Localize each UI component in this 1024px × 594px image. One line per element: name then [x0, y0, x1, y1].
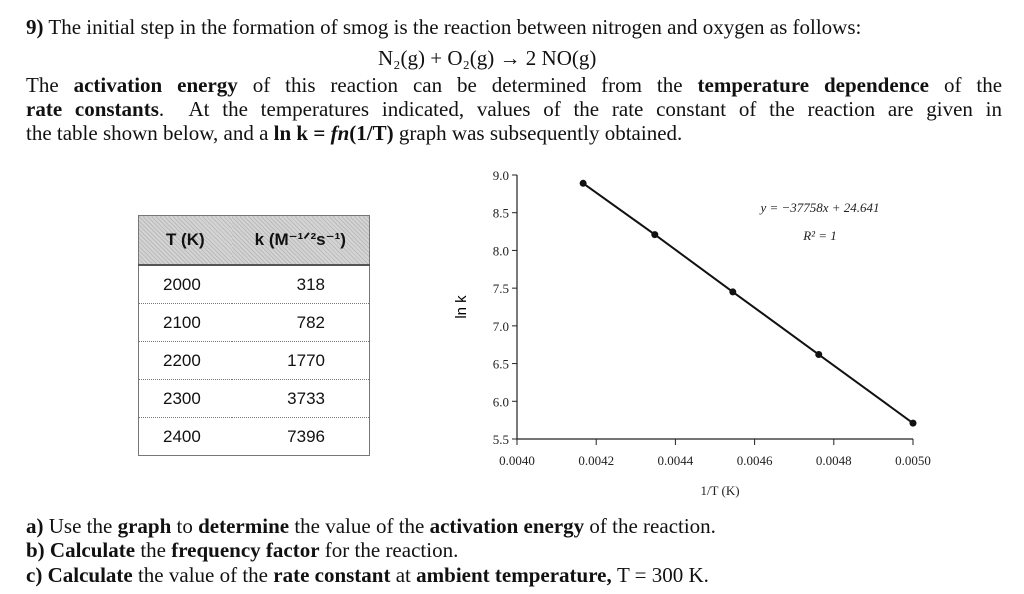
text-segment: c) Calculate: [26, 563, 133, 587]
data-point: [651, 231, 659, 239]
text-segment: fn: [330, 121, 350, 145]
lnk-vs-inverse-t-chart: 0.0040 0.0042 0.0044 0.0046 0.0048 0.0050 5.5 6…: [453, 168, 931, 498]
x-tick-label: 0.0042: [578, 453, 614, 468]
y-tick-label: 7.0: [493, 319, 509, 334]
rate-constant-cell: 782: [231, 303, 370, 342]
text-segment: the: [135, 538, 172, 562]
x-tick-label: 0.0046: [737, 453, 773, 468]
text-segment: for the reaction.: [319, 538, 459, 562]
text-segment: rate constants: [26, 97, 159, 121]
text-segment: 9): [26, 15, 44, 39]
r-squared-label: R² = 1: [802, 228, 837, 243]
text-segment: the table shown below, and a: [26, 121, 274, 145]
text-segment: to: [171, 514, 199, 538]
text-segment: activation energy: [73, 73, 238, 97]
question-a: a) Use the graph to determine the value …: [26, 514, 1002, 538]
y-tick-label: 9.0: [493, 168, 509, 183]
text-segment: determine: [198, 514, 290, 538]
text-segment: graph: [117, 514, 172, 538]
data-point: [909, 419, 917, 427]
text-segment: the value of the: [289, 514, 430, 538]
rate-constant-cell: 7396: [231, 417, 370, 456]
data-point: [815, 351, 823, 359]
trendline-equation: y = −37758x + 24.641: [758, 200, 879, 215]
text-segment: ln k =: [273, 121, 331, 145]
text-segment: T = 300 K.: [616, 563, 709, 587]
data-point: [729, 288, 737, 296]
text-segment: b) Calculate: [26, 538, 136, 562]
temperature-cell: 2100: [138, 303, 232, 342]
text-segment: ambient temperature,: [416, 563, 617, 587]
reaction-equation: N₂(g) + O₂(g) → 2 NO(g): [378, 46, 597, 70]
temperature-cell: 2300: [138, 379, 232, 418]
text-segment: temperature dependence: [697, 73, 930, 97]
x-tick-label: 0.0048: [816, 453, 852, 468]
text-segment: graph was subsequently obtained.: [393, 121, 683, 145]
text-segment: frequency factor: [171, 538, 320, 562]
question-c: c) Calculate the value of the rate const…: [26, 563, 1002, 587]
problem-text-line: rate constants. At the temperatures indi…: [26, 97, 1002, 121]
x-axis-label: 1/T (K): [700, 483, 739, 498]
y-axis-label: ln k: [453, 295, 470, 319]
data-point: [579, 179, 587, 187]
x-tick-label: 0.0044: [658, 453, 694, 468]
temperature-cell: 2000: [138, 264, 232, 304]
y-tick-label: 5.5: [493, 432, 509, 447]
table-row: 2200 1770: [138, 341, 370, 380]
y-tick-label: 7.5: [493, 281, 509, 296]
problem-text-line: the table shown below, and a ln k = fn(1…: [26, 121, 1002, 145]
rate-constant-cell: 318: [231, 264, 370, 304]
rate-constant-cell: 3733: [231, 379, 370, 418]
y-tick-label: 8.5: [493, 206, 509, 221]
y-tick-label: 8.0: [493, 243, 509, 258]
question-b: b) Calculate the frequency factor for th…: [26, 538, 1002, 562]
temperature-cell: 2200: [138, 341, 232, 380]
text-segment: Use the: [43, 514, 118, 538]
text-segment: of the reaction.: [584, 514, 716, 538]
y-tick-label: 6.0: [493, 394, 509, 409]
rate-constant-cell: 1770: [231, 341, 370, 380]
text-segment: The: [26, 73, 74, 97]
text-segment: of this reaction can be determined from …: [237, 73, 698, 97]
text-segment: The initial step in the formation of smo…: [43, 15, 862, 39]
text-segment: activation energy: [429, 514, 585, 538]
problem-text-line: 9) The initial step in the formation of …: [26, 15, 1002, 39]
trendline: [582, 182, 914, 424]
text-segment: the value of the: [132, 563, 274, 587]
text-segment: . At the temperatures indicated, values …: [158, 97, 1002, 121]
header-rate-constant: k (M⁻¹ᐟ²s⁻¹): [231, 215, 370, 266]
table-row: 2300 3733: [138, 379, 370, 418]
rate-constant-table: T (K) k (M⁻¹ᐟ²s⁻¹) 2000 318 2100 782 2200 177…: [138, 215, 370, 456]
table-row: 2100 782: [138, 303, 370, 342]
problem-text-line: The activation energy of this reaction c…: [26, 73, 1002, 97]
header-temperature: T (K): [138, 215, 232, 266]
text-segment: a): [26, 514, 44, 538]
table-row: 2000 318: [138, 264, 370, 304]
x-tick-label: 0.0040: [499, 453, 535, 468]
y-tick-label: 6.5: [493, 357, 509, 372]
x-tick-label: 0.0050: [895, 453, 931, 468]
text-segment: at: [390, 563, 417, 587]
text-segment: rate constant: [273, 563, 391, 587]
temperature-cell: 2400: [138, 417, 232, 456]
text-segment: (1/T): [349, 121, 394, 145]
table-row: 2400 7396: [138, 417, 370, 456]
text-segment: of the: [929, 73, 1003, 97]
